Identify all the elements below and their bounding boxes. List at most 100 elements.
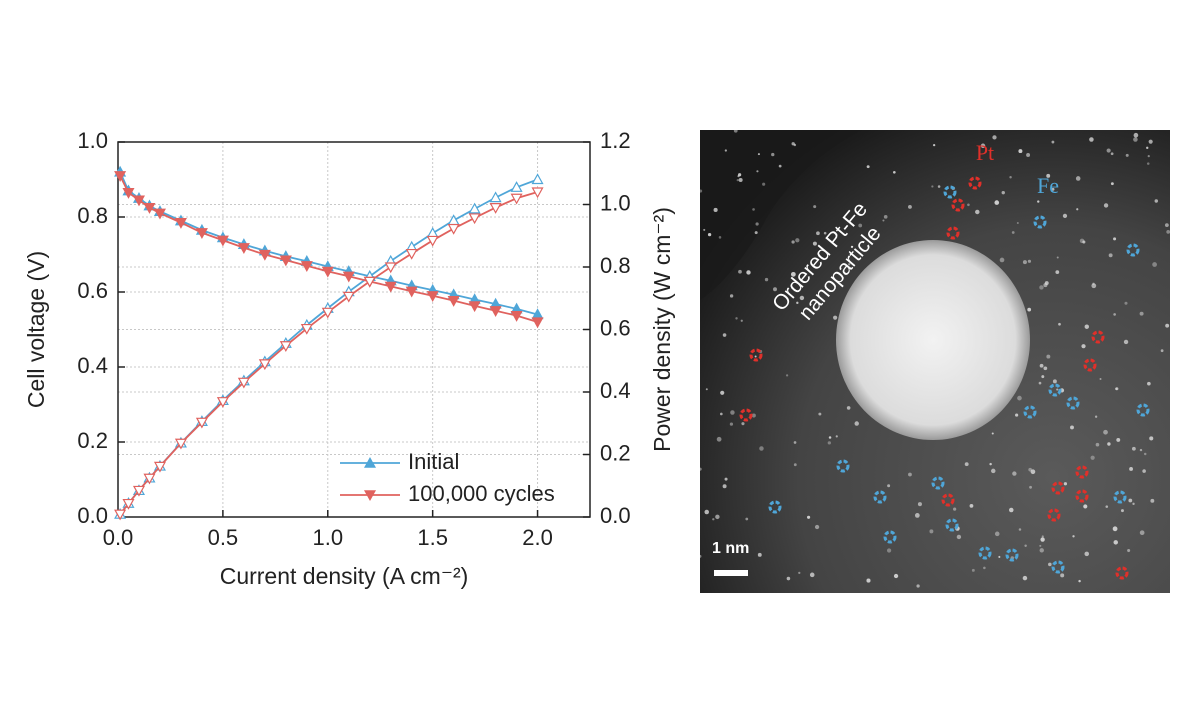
atom-dot xyxy=(716,436,722,442)
atom-dot xyxy=(729,422,734,426)
legend-marker xyxy=(364,490,376,501)
atom-dot xyxy=(1076,208,1079,211)
atom-dot xyxy=(1110,152,1114,156)
pt-atom xyxy=(739,408,753,422)
atom-dot xyxy=(722,333,727,337)
atom-dot xyxy=(813,205,817,209)
atom-dot xyxy=(1131,446,1136,451)
power-marker xyxy=(237,377,250,389)
atom-dot xyxy=(735,317,738,320)
atom-dot xyxy=(1039,285,1044,290)
atom-dot xyxy=(992,135,997,140)
atom-dot xyxy=(1070,425,1074,430)
power-marker xyxy=(531,187,544,199)
atom-dot xyxy=(793,441,797,444)
atom-dot xyxy=(790,271,796,277)
atom-dot xyxy=(1027,307,1032,312)
power-marker xyxy=(279,341,292,352)
atom-dot xyxy=(778,164,782,168)
y2-tick-label: 0.0 xyxy=(600,503,631,528)
fe-atom xyxy=(768,500,782,514)
power-marker xyxy=(122,498,135,510)
atom-dot xyxy=(1038,381,1042,385)
power-marker xyxy=(531,173,544,185)
atom-dot xyxy=(1018,528,1022,531)
atom-dot xyxy=(989,462,992,466)
atom-dot xyxy=(1018,149,1023,154)
voltage-marker xyxy=(174,218,187,229)
atom-dot xyxy=(700,189,703,193)
power-marker xyxy=(216,397,229,408)
atom-dot xyxy=(1127,549,1131,553)
atom-dot xyxy=(818,412,822,416)
atom-dot xyxy=(835,435,838,438)
y-tick-label: 0.0 xyxy=(77,503,108,528)
power-marker xyxy=(468,202,481,214)
y2-tick-label: 0.4 xyxy=(600,378,631,403)
atom-dot xyxy=(1029,485,1032,489)
pt-atom xyxy=(1051,481,1065,495)
atom-dot xyxy=(754,231,758,235)
fe-atom xyxy=(1113,490,1127,504)
atom-dot xyxy=(1024,544,1027,547)
atom-dot xyxy=(1030,469,1036,475)
atom-dot xyxy=(886,548,892,553)
atom-dot xyxy=(738,173,742,177)
power-marker xyxy=(300,323,313,335)
atom-dot xyxy=(1017,395,1022,401)
atom-dot xyxy=(1110,182,1114,186)
atom-dot xyxy=(756,170,759,173)
atom-dot xyxy=(1041,535,1044,538)
atom-dot xyxy=(1125,153,1129,157)
voltage-marker xyxy=(300,261,313,272)
atom-dot xyxy=(994,200,1000,205)
atom-dot xyxy=(724,477,728,481)
atom-dot xyxy=(1044,281,1049,285)
atom-dot xyxy=(1051,140,1055,144)
pt-atom xyxy=(951,198,965,212)
atom-dot xyxy=(1147,381,1151,386)
atom-dot xyxy=(816,231,820,236)
voltage-line xyxy=(119,171,538,316)
atom-dot xyxy=(1012,471,1017,476)
power-marker xyxy=(132,485,145,497)
pt-atom xyxy=(941,493,955,507)
atom-dot xyxy=(1099,377,1102,380)
fe-atom xyxy=(1066,396,1080,410)
atom-dot xyxy=(1046,173,1051,178)
voltage-marker xyxy=(384,281,397,293)
atom-dot xyxy=(1048,562,1052,567)
atom-dot xyxy=(964,462,969,467)
atom-dot xyxy=(1146,162,1150,165)
pt-atom xyxy=(1047,508,1061,522)
atom-dot xyxy=(1116,437,1121,442)
atom-dot xyxy=(814,524,820,530)
atom-dot xyxy=(866,165,870,169)
atom-dot xyxy=(1079,238,1085,244)
power-marker xyxy=(195,417,208,429)
power-marker xyxy=(384,262,397,274)
voltage-marker xyxy=(405,286,418,298)
atom-dot xyxy=(1105,505,1109,508)
voltage-marker xyxy=(468,301,481,313)
atom-dot xyxy=(1133,132,1139,138)
atom-dot xyxy=(736,178,739,182)
atom-dot xyxy=(1078,579,1081,583)
voltage-marker xyxy=(237,243,250,254)
atom-dot xyxy=(755,222,759,226)
atom-dot xyxy=(720,412,723,416)
atom-dot xyxy=(720,390,725,395)
atom-dot xyxy=(846,406,851,410)
atom-dot xyxy=(704,509,710,515)
atom-dot xyxy=(1128,498,1133,503)
atom-dot xyxy=(1041,375,1045,379)
pt-label: Pt xyxy=(976,140,994,165)
nanoparticle xyxy=(836,240,1030,440)
x-axis-label: Current density (A cm⁻²) xyxy=(220,563,469,589)
atom-dot xyxy=(1129,467,1133,471)
atom-dot xyxy=(752,208,755,211)
atom-dot xyxy=(764,277,769,282)
atom-dot xyxy=(1039,548,1044,553)
atom-dot xyxy=(1052,379,1057,384)
dark-region xyxy=(700,130,860,300)
